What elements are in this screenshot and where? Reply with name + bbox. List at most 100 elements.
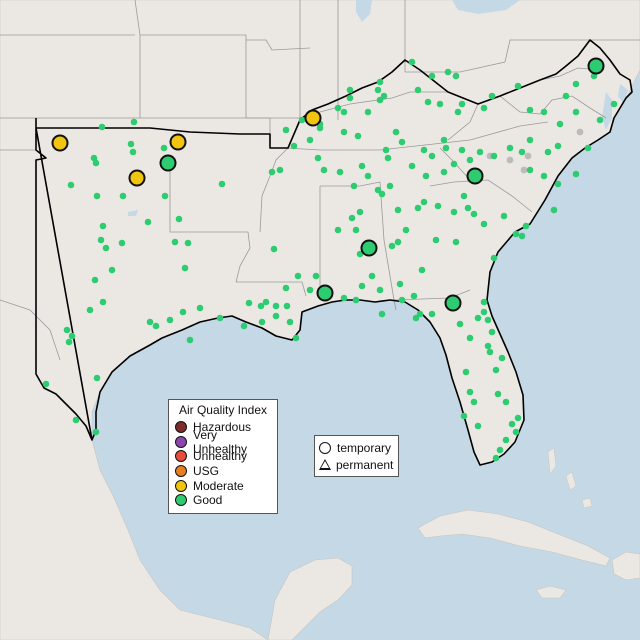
station-permanent-good[interactable] [240, 322, 248, 330]
station-no-data[interactable] [520, 166, 528, 174]
station-no-data[interactable] [506, 156, 514, 164]
station-permanent-good[interactable] [352, 296, 360, 304]
station-permanent-good[interactable] [42, 380, 50, 388]
station-permanent-good[interactable] [492, 366, 500, 374]
station-permanent-good[interactable] [144, 218, 152, 226]
station-permanent-good[interactable] [179, 308, 187, 316]
station-permanent-good[interactable] [526, 136, 534, 144]
station-permanent-good[interactable] [512, 428, 520, 436]
station-permanent-good[interactable] [98, 123, 106, 131]
station-permanent-good[interactable] [442, 144, 450, 152]
station-permanent-good[interactable] [102, 244, 110, 252]
station-permanent-good[interactable] [127, 140, 135, 148]
station-permanent-good[interactable] [93, 192, 101, 200]
station-permanent-good[interactable] [458, 146, 466, 154]
station-permanent-good[interactable] [526, 106, 534, 114]
station-permanent-good[interactable] [92, 159, 100, 167]
station-permanent-good[interactable] [540, 172, 548, 180]
station-no-data[interactable] [576, 128, 584, 136]
station-temporary-moderate[interactable] [51, 134, 69, 152]
station-permanent-good[interactable] [414, 86, 422, 94]
station-permanent-good[interactable] [460, 192, 468, 200]
station-permanent-good[interactable] [398, 138, 406, 146]
station-permanent-good[interactable] [480, 104, 488, 112]
station-permanent-good[interactable] [334, 104, 342, 112]
station-permanent-good[interactable] [420, 198, 428, 206]
station-permanent-good[interactable] [272, 302, 280, 310]
station-permanent-good[interactable] [488, 92, 496, 100]
station-permanent-good[interactable] [428, 152, 436, 160]
station-permanent-good[interactable] [420, 146, 428, 154]
station-permanent-good[interactable] [292, 334, 300, 342]
station-permanent-good[interactable] [466, 388, 474, 396]
station-permanent-good[interactable] [470, 210, 478, 218]
station-permanent-good[interactable] [428, 72, 436, 80]
station-permanent-good[interactable] [364, 108, 372, 116]
station-permanent-good[interactable] [334, 226, 342, 234]
station-temporary-good[interactable] [316, 284, 334, 302]
station-permanent-good[interactable] [352, 226, 360, 234]
station-permanent-good[interactable] [518, 232, 526, 240]
station-temporary-good[interactable] [159, 154, 177, 172]
station-permanent-good[interactable] [610, 100, 618, 108]
station-permanent-good[interactable] [186, 336, 194, 344]
station-permanent-good[interactable] [488, 328, 496, 336]
station-permanent-good[interactable] [283, 302, 291, 310]
station-permanent-good[interactable] [282, 126, 290, 134]
station-permanent-good[interactable] [181, 264, 189, 272]
station-permanent-good[interactable] [306, 286, 314, 294]
station-permanent-good[interactable] [408, 58, 416, 66]
station-permanent-good[interactable] [396, 280, 404, 288]
station-permanent-good[interactable] [512, 230, 520, 238]
station-permanent-good[interactable] [398, 296, 406, 304]
station-permanent-good[interactable] [464, 204, 472, 212]
station-permanent-good[interactable] [92, 428, 100, 436]
station-permanent-good[interactable] [286, 318, 294, 326]
station-permanent-good[interactable] [490, 254, 498, 262]
station-permanent-good[interactable] [346, 86, 354, 94]
station-permanent-good[interactable] [412, 314, 420, 322]
station-permanent-good[interactable] [466, 334, 474, 342]
station-permanent-good[interactable] [440, 136, 448, 144]
station-permanent-good[interactable] [67, 181, 75, 189]
station-permanent-good[interactable] [490, 152, 498, 160]
station-permanent-good[interactable] [146, 318, 154, 326]
station-permanent-good[interactable] [290, 142, 298, 150]
station-permanent-good[interactable] [175, 215, 183, 223]
station-permanent-good[interactable] [356, 208, 364, 216]
station-permanent-good[interactable] [130, 118, 138, 126]
station-permanent-good[interactable] [416, 310, 424, 318]
station-permanent-good[interactable] [378, 190, 386, 198]
station-permanent-good[interactable] [160, 144, 168, 152]
station-permanent-good[interactable] [460, 412, 468, 420]
station-permanent-good[interactable] [358, 162, 366, 170]
station-permanent-good[interactable] [554, 180, 562, 188]
station-permanent-good[interactable] [452, 72, 460, 80]
station-no-data[interactable] [524, 152, 532, 160]
station-permanent-good[interactable] [119, 192, 127, 200]
station-permanent-good[interactable] [72, 416, 80, 424]
station-permanent-good[interactable] [496, 446, 504, 454]
station-permanent-good[interactable] [270, 245, 278, 253]
station-permanent-good[interactable] [428, 310, 436, 318]
station-permanent-good[interactable] [440, 168, 448, 176]
station-permanent-good[interactable] [502, 398, 510, 406]
station-permanent-good[interactable] [526, 166, 534, 174]
station-permanent-good[interactable] [444, 68, 452, 76]
station-permanent-good[interactable] [166, 316, 174, 324]
station-permanent-good[interactable] [572, 80, 580, 88]
station-permanent-good[interactable] [480, 220, 488, 228]
station-permanent-good[interactable] [368, 272, 376, 280]
station-permanent-good[interactable] [91, 276, 99, 284]
station-permanent-good[interactable] [394, 206, 402, 214]
station-permanent-good[interactable] [518, 148, 526, 156]
station-permanent-good[interactable] [418, 266, 426, 274]
station-permanent-good[interactable] [484, 316, 492, 324]
station-permanent-good[interactable] [196, 304, 204, 312]
station-permanent-good[interactable] [434, 202, 442, 210]
station-permanent-good[interactable] [97, 236, 105, 244]
station-permanent-good[interactable] [474, 314, 482, 322]
station-permanent-good[interactable] [378, 310, 386, 318]
station-permanent-good[interactable] [414, 204, 422, 212]
